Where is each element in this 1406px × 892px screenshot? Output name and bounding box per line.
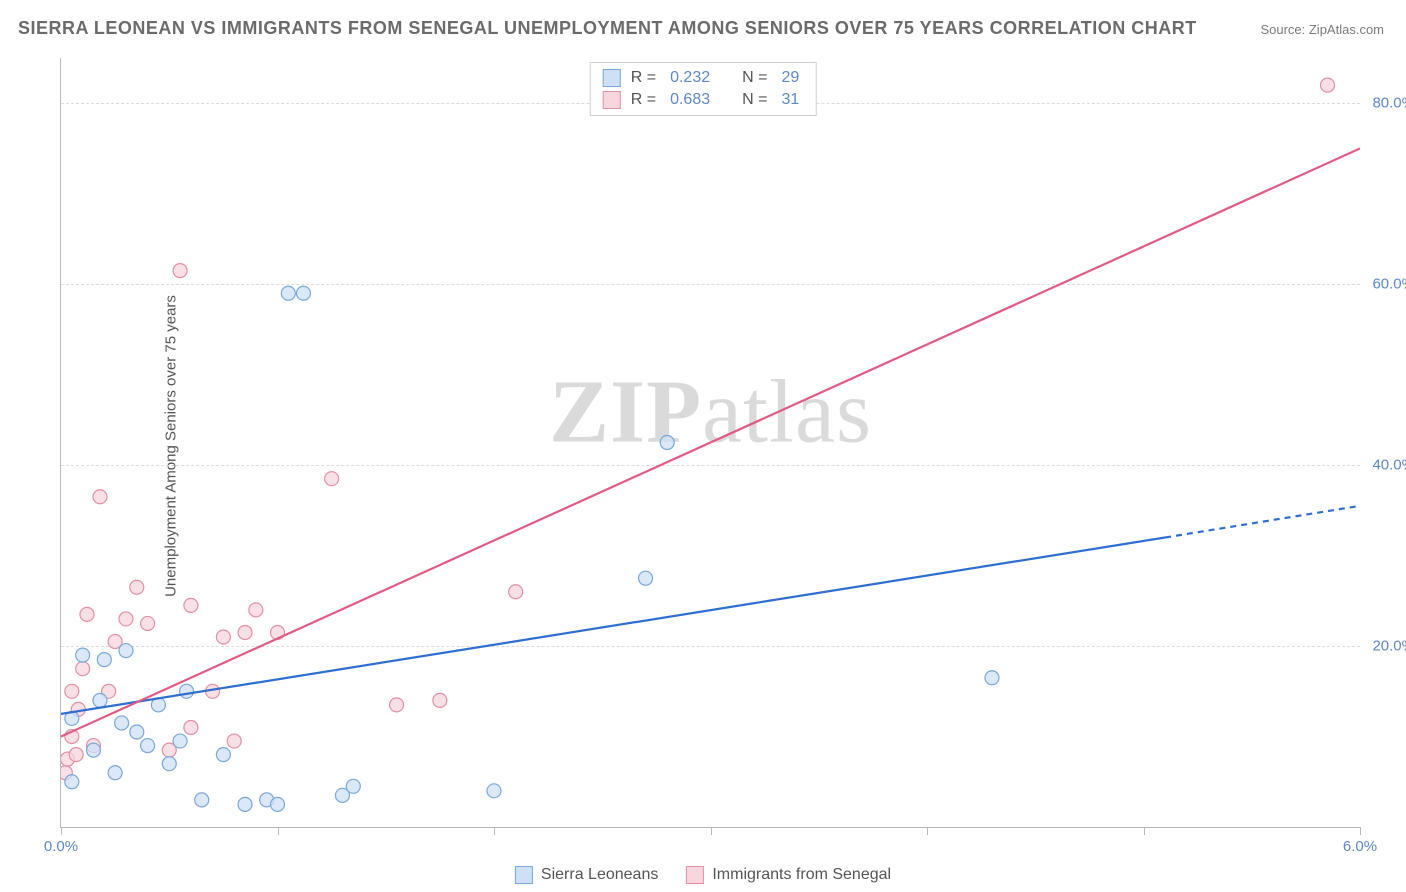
- swatch-sierra: [515, 866, 533, 884]
- n-label: N =: [742, 91, 767, 109]
- gridline: [61, 646, 1360, 647]
- x-tick-label: 6.0%: [1343, 838, 1377, 855]
- watermark: ZIPatlas: [549, 360, 872, 463]
- series-legend: Sierra Leoneans Immigrants from Senegal: [515, 866, 891, 884]
- swatch-senegal: [686, 866, 704, 884]
- chart-svg: [61, 58, 1360, 827]
- legend-item-sierra: Sierra Leoneans: [515, 866, 658, 884]
- gridline: [61, 284, 1360, 285]
- watermark-zip: ZIP: [549, 362, 702, 461]
- watermark-atlas: atlas: [702, 362, 872, 461]
- r-value-sierra: 0.232: [666, 69, 714, 87]
- x-tick: [1144, 827, 1145, 835]
- correlation-row-senegal: R = 0.683 N = 31: [603, 89, 804, 111]
- r-label: R =: [631, 91, 656, 109]
- source-attribution: Source: ZipAtlas.com: [1260, 22, 1384, 37]
- y-tick-label: 20.0%: [1372, 638, 1406, 655]
- legend-item-senegal: Immigrants from Senegal: [686, 866, 891, 884]
- n-value-sierra: 29: [777, 69, 803, 87]
- correlation-legend: R = 0.232 N = 29 R = 0.683 N = 31: [590, 62, 817, 116]
- legend-label-senegal: Immigrants from Senegal: [712, 866, 891, 884]
- r-label: R =: [631, 69, 656, 87]
- legend-label-sierra: Sierra Leoneans: [541, 866, 658, 884]
- y-tick-label: 40.0%: [1372, 457, 1406, 474]
- chart-title: SIERRA LEONEAN VS IMMIGRANTS FROM SENEGA…: [18, 18, 1197, 39]
- n-value-senegal: 31: [777, 91, 803, 109]
- n-label: N =: [742, 69, 767, 87]
- x-tick: [278, 827, 279, 835]
- correlation-row-sierra: R = 0.232 N = 29: [603, 67, 804, 89]
- swatch-senegal: [603, 91, 621, 109]
- x-tick-label: 0.0%: [44, 838, 78, 855]
- plot-area: ZIPatlas 20.0%40.0%60.0%80.0%0.0%6.0%: [60, 58, 1360, 828]
- r-value-senegal: 0.683: [666, 91, 714, 109]
- x-tick: [1360, 827, 1361, 835]
- y-tick-label: 80.0%: [1372, 95, 1406, 112]
- x-tick: [711, 827, 712, 835]
- swatch-sierra: [603, 69, 621, 87]
- x-tick: [927, 827, 928, 835]
- chart-container: SIERRA LEONEAN VS IMMIGRANTS FROM SENEGA…: [0, 0, 1406, 892]
- gridline: [61, 465, 1360, 466]
- x-tick: [494, 827, 495, 835]
- x-tick: [61, 827, 62, 835]
- y-tick-label: 60.0%: [1372, 276, 1406, 293]
